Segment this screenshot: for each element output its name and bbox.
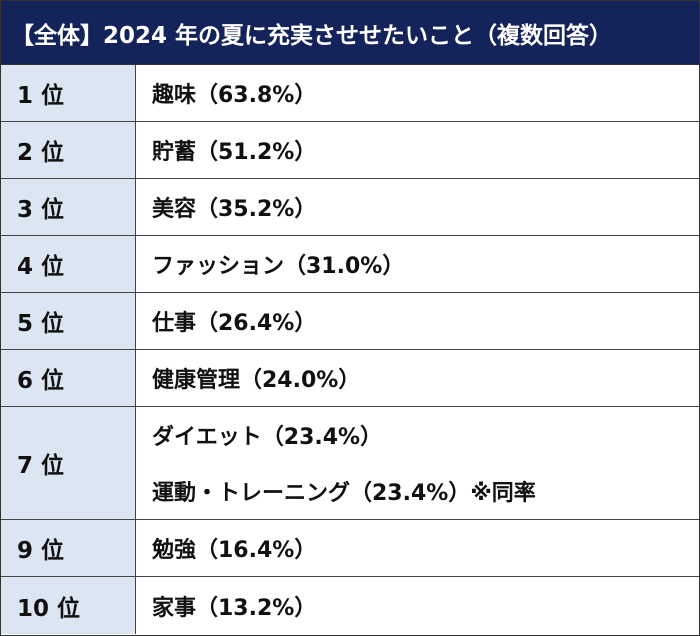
item-text: ファッション（31.0%）	[152, 254, 405, 279]
table-row: 10 位家事（13.2%）	[1, 577, 699, 634]
rank-cell: 2 位	[1, 122, 136, 178]
item-text: 貯蓄（51.2%）	[152, 140, 317, 165]
rank-cell: 9 位	[1, 520, 136, 576]
item-cell: ダイエット（23.4%） 運動・トレーニング（23.4%）※同率	[136, 407, 699, 519]
table-row: 9 位勉強（16.4%）	[1, 520, 699, 577]
item-cell: 貯蓄（51.2%）	[136, 122, 699, 178]
table-row: 2 位貯蓄（51.2%）	[1, 122, 699, 179]
item-cell: 仕事（26.4%）	[136, 293, 699, 349]
rank-cell: 6 位	[1, 350, 136, 406]
rank-cell: 10 位	[1, 577, 136, 634]
table-row: 7 位ダイエット（23.4%） 運動・トレーニング（23.4%）※同率	[1, 407, 699, 520]
table-row: 3 位美容（35.2%）	[1, 179, 699, 236]
item-text: 勉強（16.4%）	[152, 538, 317, 563]
item-text: 家事（13.2%）	[152, 595, 317, 621]
item-cell: 美容（35.2%）	[136, 179, 699, 235]
rank-cell: 7 位	[1, 407, 136, 519]
item-text: 運動・トレーニング（23.4%）※同率	[152, 481, 536, 506]
table-title: 【全体】2024 年の夏に充実させせたいこと（複数回答）	[1, 1, 699, 65]
table-row: 1 位趣味（63.8%）	[1, 65, 699, 122]
item-text: 美容（35.2%）	[152, 197, 317, 222]
item-cell: 健康管理（24.0%）	[136, 350, 699, 406]
item-cell: 勉強（16.4%）	[136, 520, 699, 576]
item-text: ダイエット（23.4%）	[152, 425, 383, 450]
item-text: 仕事（26.4%）	[152, 311, 317, 336]
rank-cell: 4 位	[1, 236, 136, 292]
item-cell: 趣味（63.8%）	[136, 65, 699, 121]
item-text: 健康管理（24.0%）	[152, 368, 361, 393]
rank-cell: 3 位	[1, 179, 136, 235]
item-text: 趣味（63.8%）	[152, 83, 317, 108]
item-cell: ファッション（31.0%）	[136, 236, 699, 292]
rank-cell: 5 位	[1, 293, 136, 349]
table-row: 5 位仕事（26.4%）	[1, 293, 699, 350]
item-cell: 家事（13.2%）	[136, 577, 699, 634]
table-row: 4 位ファッション（31.0%）	[1, 236, 699, 293]
rank-cell: 1 位	[1, 65, 136, 121]
table-row: 6 位健康管理（24.0%）	[1, 350, 699, 407]
